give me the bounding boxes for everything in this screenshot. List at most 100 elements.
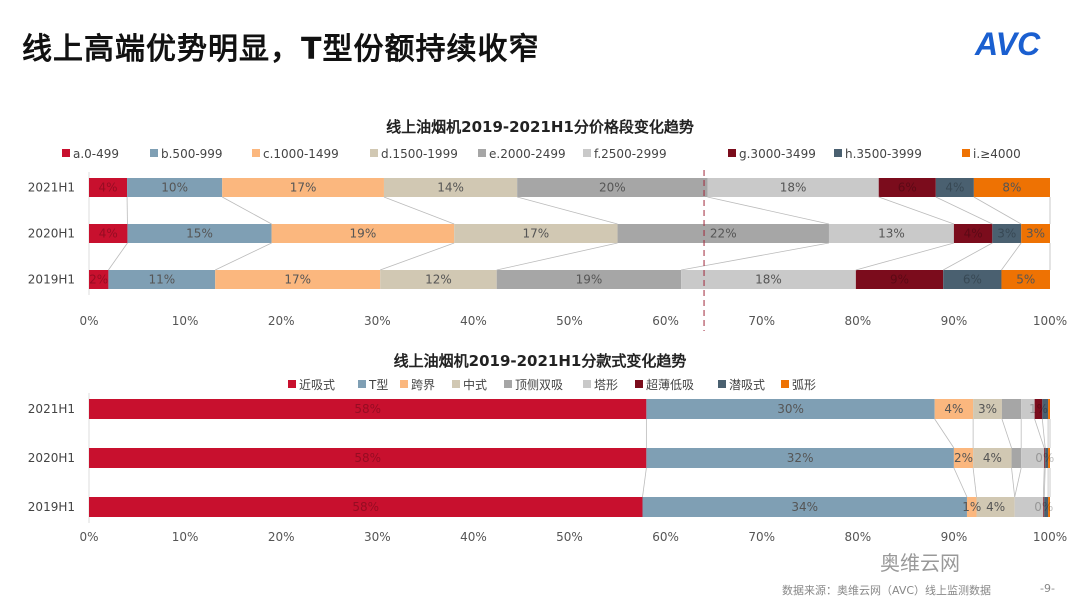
bar-segment [496, 270, 682, 289]
bar-segment [271, 224, 455, 243]
data-label: 4% [964, 227, 983, 241]
bar-segment [1014, 497, 1044, 517]
data-label: 4% [99, 181, 118, 195]
bar-segment [617, 224, 829, 243]
data-label: 3% [1026, 227, 1045, 241]
legend-label: 超薄低吸 [646, 377, 694, 392]
bar-segment [828, 224, 954, 243]
data-label: 3% [978, 402, 997, 416]
connector-line [953, 467, 968, 498]
data-label: 12% [425, 273, 452, 287]
legend-label: 弧形 [792, 378, 816, 392]
legend-swatch [288, 380, 296, 388]
legend-label: b.500-999 [161, 147, 223, 161]
x-tick-label: 10% [172, 530, 199, 544]
connector-line [855, 242, 955, 271]
bar-segment [89, 178, 128, 197]
x-tick-label: 0% [79, 314, 98, 328]
x-tick-label: 100% [1033, 314, 1067, 328]
bar-segment [935, 178, 974, 197]
x-tick-label: 40% [460, 530, 487, 544]
legend-label: d.1500-1999 [381, 147, 458, 161]
legend-swatch [150, 149, 158, 157]
x-tick-label: 70% [748, 314, 775, 328]
legend-label: i.≥4000 [973, 147, 1021, 161]
bar-segment [89, 497, 643, 517]
x-tick-label: 60% [652, 314, 679, 328]
connector-line [1034, 418, 1045, 449]
connector-line [973, 196, 1022, 225]
data-label: 4% [99, 227, 118, 241]
data-source: 数据来源：奥维云网（AVC）线上监测数据 [782, 584, 992, 597]
connector-line [496, 242, 618, 271]
data-label: 4% [945, 181, 964, 195]
connector-line [380, 242, 455, 271]
bar-segment [517, 178, 708, 197]
data-label: 9% [890, 273, 909, 287]
x-tick-label: 20% [268, 530, 295, 544]
connector-line [972, 467, 977, 498]
legend-swatch [400, 380, 408, 388]
legend-label: 中式 [463, 377, 487, 392]
connector-line [1001, 418, 1012, 449]
data-label: 3% [997, 227, 1016, 241]
page-number: -9- [1040, 582, 1055, 595]
bar-segment [1048, 448, 1050, 468]
connector-line [383, 196, 455, 225]
data-label: 11% [148, 273, 175, 287]
data-label: 10% [161, 181, 188, 195]
bar-segment [1044, 448, 1046, 468]
bar-segment [1034, 399, 1043, 419]
legend-label: 近吸式 [299, 378, 335, 392]
data-label: 2% [89, 273, 108, 287]
legend-label: c.1000-1499 [263, 147, 339, 161]
connector-line [642, 467, 647, 498]
legend-label: f.2500-2999 [594, 147, 667, 161]
legend-swatch [358, 380, 366, 388]
x-tick-label: 100% [1033, 530, 1067, 544]
bar-segment [127, 224, 272, 243]
bar-segment [646, 399, 935, 419]
bar-segment [1021, 224, 1050, 243]
bar-segment [855, 270, 944, 289]
bar-segment [1042, 399, 1049, 419]
legend-swatch [718, 380, 726, 388]
x-tick-label: 40% [460, 314, 487, 328]
legend-swatch [62, 149, 70, 157]
legend-swatch [504, 380, 512, 388]
legend-label: 潜吸式 [729, 378, 765, 392]
x-tick-label: 10% [172, 314, 199, 328]
data-label: 1% [1029, 402, 1048, 416]
bar-segment [1001, 270, 1050, 289]
data-label: 6% [898, 181, 917, 195]
bar-segment [1045, 448, 1049, 468]
data-label: 17% [290, 181, 317, 195]
bar-segment [89, 399, 647, 419]
bar-segment [878, 178, 936, 197]
legend-swatch [635, 380, 643, 388]
y-tick-label: 2019H1 [28, 500, 75, 514]
legend-swatch [781, 380, 789, 388]
x-tick-label: 50% [556, 314, 583, 328]
bar-segment [89, 448, 647, 468]
bar-segment [222, 178, 384, 197]
bar-segment [108, 270, 216, 289]
data-label: 58% [354, 402, 381, 416]
bar-segment [973, 399, 1002, 419]
x-tick-label: 50% [556, 530, 583, 544]
data-label: 1% [962, 500, 981, 514]
legend-swatch [252, 149, 260, 157]
connector-line [1011, 467, 1016, 498]
legend-label: g.3000-3499 [739, 147, 816, 161]
x-tick-label: 20% [268, 314, 295, 328]
x-tick-label: 90% [941, 314, 968, 328]
bar-segment [943, 270, 1002, 289]
legend-label: 跨界 [411, 378, 435, 392]
bar-segment [454, 224, 618, 243]
x-tick-label: 70% [748, 530, 775, 544]
connector-line [935, 196, 993, 225]
x-tick-label: 80% [844, 314, 871, 328]
connector-line [517, 196, 618, 225]
data-label: 4% [983, 451, 1002, 465]
